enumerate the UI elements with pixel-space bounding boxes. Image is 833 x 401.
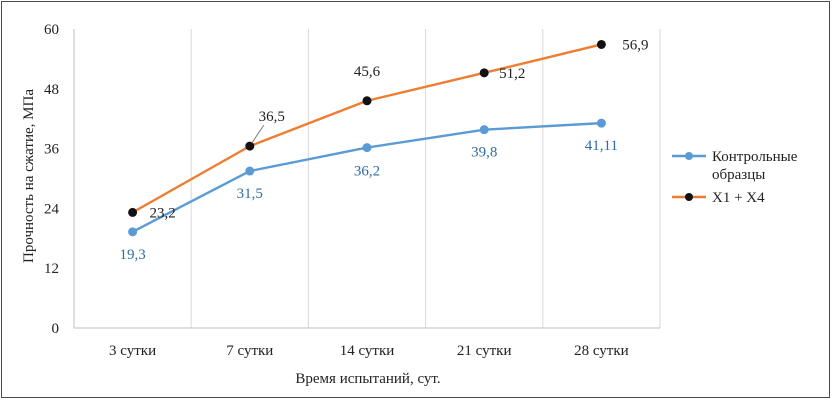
axis-layer: 0 12 24 36 48 60 3 сутки 7 сутки 14 сутки 21 сутк… [44,22,660,359]
data-label: 23,2 [149,205,175,221]
y-axis-title: Прочность на сжатие, МПа [21,89,37,263]
x-axis-title: Время испытаний, сут. [295,371,440,387]
legend-label: образцы [712,167,765,183]
x-tick-label: 21 сутки [457,343,512,359]
x-tick-label: 7 сутки [226,343,273,359]
y-tick-label: 36 [44,142,60,158]
y-tick-label: 48 [44,82,59,98]
data-point-marker [362,143,372,153]
y-tick-label: 24 [44,201,60,217]
x-tick-label: 3 сутки [109,343,156,359]
data-label: 31,5 [237,186,263,202]
data-label: 19,3 [119,247,145,263]
data-point-marker [596,39,606,49]
data-point-marker [479,125,489,135]
legend-label: Контрольные [712,149,798,165]
data-point-marker [245,141,255,151]
series-layer [128,39,606,237]
y-tick-label: 0 [52,321,60,337]
data-point-marker [128,207,138,217]
y-tick-label: 12 [44,261,59,277]
x-tick-label: 28 сутки [574,343,629,359]
data-label: 56,9 [622,37,648,53]
data-label: 45,6 [354,64,381,80]
legend-label: X1 + X4 [712,190,765,206]
data-point-marker [479,68,489,78]
grid-layer [190,29,661,328]
label-layer: 19,3 31,5 36,2 39,8 41,11 23,2 36,5 45,6 51,2 56,… [119,37,648,262]
data-label: 39,8 [471,145,497,161]
data-label: 36,2 [354,164,380,180]
data-label: 36,5 [259,109,285,125]
legend: Контрольные образцы X1 + X4 [672,149,798,206]
data-point-marker [596,118,606,128]
data-label: 51,2 [499,66,525,82]
y-tick-label: 60 [44,22,59,38]
x-tick-label: 14 сутки [340,343,395,359]
data-label: 41,11 [585,138,618,154]
data-point-marker [245,166,255,176]
label-leader-line [251,124,265,144]
legend-swatch-marker [685,152,693,160]
legend-swatch-marker [685,193,693,201]
data-point-marker [362,96,372,106]
data-point-marker [128,227,138,237]
